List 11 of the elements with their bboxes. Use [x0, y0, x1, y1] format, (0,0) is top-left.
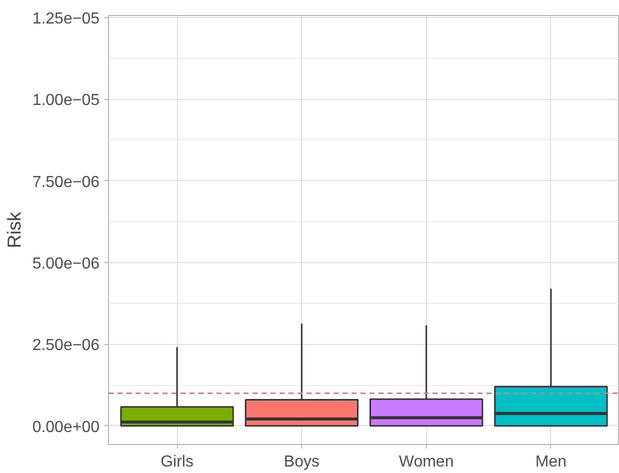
x-tick-label: Boys — [284, 454, 320, 470]
y-axis-title: Risk — [3, 211, 24, 248]
y-tick-label: 2.50e−06 — [32, 337, 100, 354]
y-tick-label: 5.00e−06 — [32, 256, 100, 273]
y-tick-label: 1.00e−05 — [32, 92, 100, 110]
x-tick-label: Men — [535, 454, 567, 470]
x-tick-label: Girls — [160, 454, 194, 470]
x-tick-label: Women — [398, 454, 454, 470]
y-tick-label: 7.50e−06 — [32, 174, 100, 191]
y-tick-label: 0.00e+00 — [32, 418, 100, 436]
y-tick-label: 1.25e−05 — [32, 10, 100, 28]
